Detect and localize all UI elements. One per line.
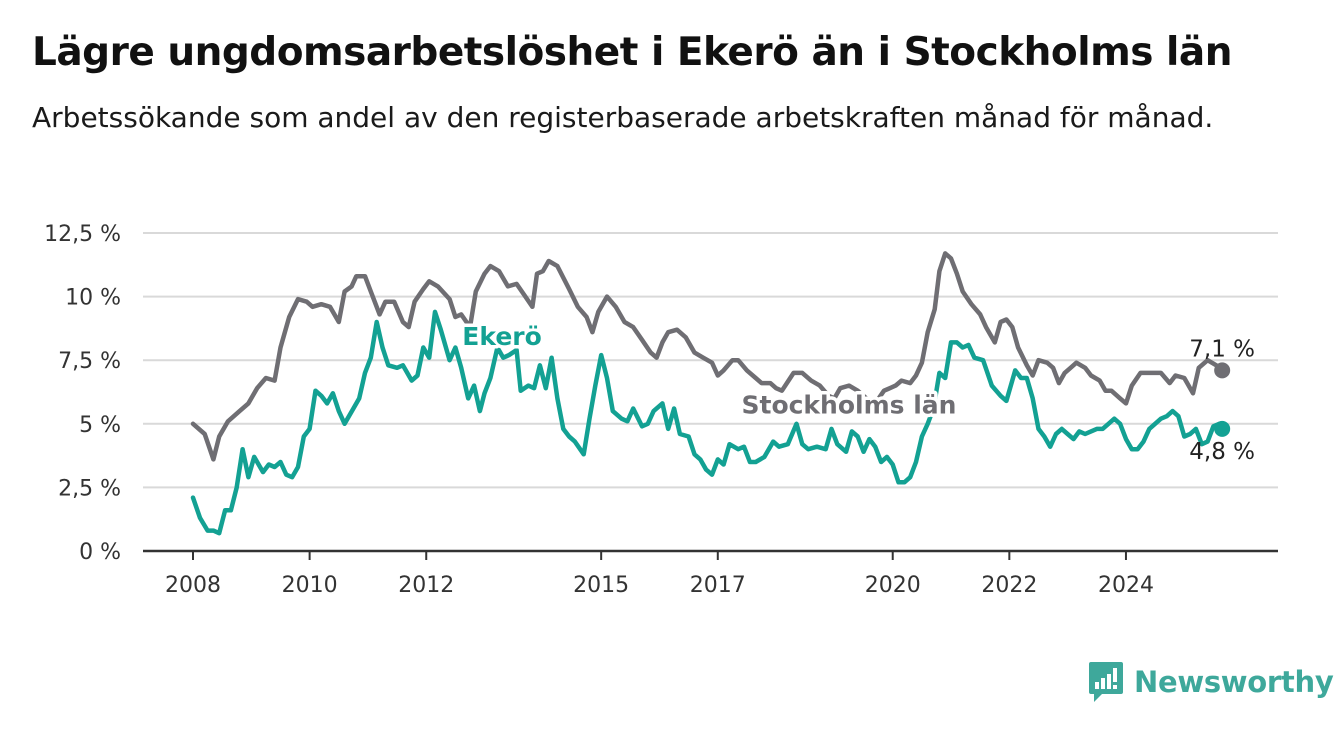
end-point-ekero (1214, 420, 1231, 437)
x-tick-label: 2017 (690, 573, 746, 598)
y-tick-label: 7,5 % (58, 349, 121, 374)
end-point-stockholm (1214, 362, 1231, 379)
chart-subtitle: Arbetssökande som andel av den registerb… (32, 101, 1214, 134)
x-tick-label: 2010 (282, 573, 338, 598)
end-value-label-stockholm: 7,1 % (1189, 336, 1255, 362)
y-tick-label: 5 % (79, 413, 121, 438)
y-tick-label: 2,5 % (58, 476, 121, 501)
brand-name: Newsworthy (1134, 665, 1334, 699)
series-line-ekero (190, 309, 1225, 536)
y-axis-ticks: 0 % 2,5 % 5 % 7,5 % 10 % 12,5 % (44, 222, 121, 565)
series-annotation-stockholm: Stockholms län (741, 391, 956, 420)
end-value-label-ekero: 4,8 % (1189, 439, 1255, 465)
series-line-stockholm (190, 251, 1225, 462)
y-tick-label: 12,5 % (44, 222, 121, 247)
series-annotation-ekero: Ekerö (462, 322, 542, 351)
x-tick-label: 2015 (573, 573, 629, 598)
x-axis-ticks: 2008 2010 2012 2015 2017 2020 2022 2024 (165, 551, 1154, 598)
chart-title: Lägre ungdomsarbetslöshet i Ekerö än i S… (32, 30, 1232, 75)
x-tick-label: 2022 (981, 573, 1037, 598)
x-tick-label: 2020 (865, 573, 921, 598)
y-tick-label: 10 % (65, 286, 121, 311)
x-tick-label: 2012 (398, 573, 454, 598)
x-tick-label: 2008 (165, 573, 221, 598)
newsworthy-logo-icon (1089, 662, 1123, 702)
series-annotations: 7,1 % 4,8 % Ekerö Stockholms län (459, 318, 1255, 465)
y-tick-label: 0 % (79, 540, 121, 565)
series-lines (190, 251, 1231, 536)
x-tick-label: 2024 (1098, 573, 1154, 598)
brand-logo: Newsworthy (1088, 660, 1334, 704)
